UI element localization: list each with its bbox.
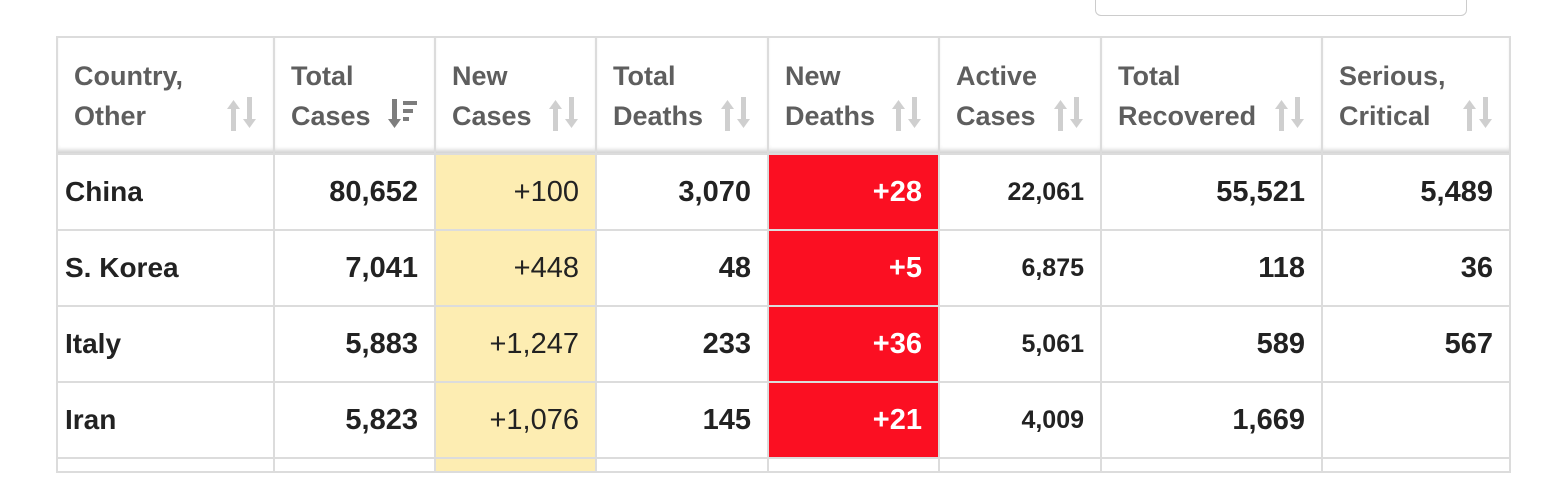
cell-serious-critical: 567 (1321, 305, 1511, 383)
header-new-deaths[interactable]: New Deaths (767, 36, 940, 155)
cell-new-cases: +1,247 (434, 305, 597, 383)
cell-empty (938, 457, 1102, 473)
header-label-line2: Deaths (613, 100, 704, 131)
cell-serious-critical: 5,489 (1321, 153, 1511, 231)
header-label-line2: Recovered (1118, 100, 1257, 131)
header-total-cases[interactable]: Total Cases (273, 36, 436, 155)
table-row: Iran 5,823 +1,076 145 +21 4,009 1,669 (56, 381, 1511, 459)
header-label-line1: Total (613, 60, 676, 91)
header-label-line1: Country, (74, 60, 183, 91)
cell-new-cases: +448 (434, 229, 597, 307)
cell-active-cases: 6,875 (938, 229, 1102, 307)
cell-total-deaths: 48 (595, 229, 769, 307)
table-row-partial (56, 457, 1511, 473)
cell-country: S. Korea (56, 229, 275, 307)
cell-new-deaths: +28 (767, 153, 940, 231)
cell-total-recovered: 589 (1100, 305, 1323, 383)
cell-empty (56, 457, 275, 473)
header-total-deaths[interactable]: Total Deaths (595, 36, 769, 155)
header-serious-critical[interactable]: Serious, Critical (1321, 36, 1511, 155)
cell-new-cases: +1,076 (434, 381, 597, 459)
cell-new-deaths: +36 (767, 305, 940, 383)
header-country[interactable]: Country, Other (56, 36, 275, 155)
header-total-recovered[interactable]: Total Recovered (1100, 36, 1323, 155)
cell-total-cases: 7,041 (273, 229, 436, 307)
header-label-line1: New (785, 60, 841, 91)
cell-total-deaths: 233 (595, 305, 769, 383)
sort-icon[interactable] (892, 97, 922, 131)
header-label-line2: Deaths (785, 100, 876, 131)
coronavirus-stats-table: Country, Other Total Cases New Cases Total D… (56, 36, 1511, 473)
header-label-line2: Cases (291, 100, 371, 131)
cell-country: Italy (56, 305, 275, 383)
sort-icon[interactable] (1054, 97, 1084, 131)
cell-empty (1321, 457, 1511, 473)
table-row: Italy 5,883 +1,247 233 +36 5,061 589 567 (56, 305, 1511, 383)
header-label-line1: Total (291, 60, 354, 91)
cell-country: Iran (56, 381, 275, 459)
cell-empty (273, 457, 436, 473)
cell-empty (595, 457, 769, 473)
cell-new-deaths: +21 (767, 381, 940, 459)
header-new-cases[interactable]: New Cases (434, 36, 597, 155)
cell-active-cases: 22,061 (938, 153, 1102, 231)
table-row: China 80,652 +100 3,070 +28 22,061 55,52… (56, 153, 1511, 231)
cell-total-deaths: 3,070 (595, 153, 769, 231)
table-row: S. Korea 7,041 +448 48 +5 6,875 118 36 (56, 229, 1511, 307)
cell-serious-critical: 36 (1321, 229, 1511, 307)
sort-icon[interactable] (549, 97, 579, 131)
sort-icon[interactable] (721, 97, 751, 131)
cell-total-cases: 5,823 (273, 381, 436, 459)
sort-descending-icon[interactable] (388, 97, 418, 131)
header-row: Country, Other Total Cases New Cases Total D… (56, 36, 1511, 155)
header-label-line1: New (452, 60, 508, 91)
cell-country: China (56, 153, 275, 231)
cell-total-recovered: 1,669 (1100, 381, 1323, 459)
header-label-line2: Critical (1339, 100, 1431, 131)
cell-total-deaths: 145 (595, 381, 769, 459)
cell-active-cases: 5,061 (938, 305, 1102, 383)
cell-total-recovered: 118 (1100, 229, 1323, 307)
header-label-line1: Active (956, 60, 1038, 91)
cell-empty (767, 457, 940, 473)
cell-serious-critical (1321, 381, 1511, 459)
search-input[interactable] (1095, 0, 1467, 16)
cell-empty (434, 457, 597, 473)
header-label-line1: Total (1118, 60, 1181, 91)
cell-active-cases: 4,009 (938, 381, 1102, 459)
header-label-line2: Cases (452, 100, 532, 131)
cell-new-cases: +100 (434, 153, 597, 231)
header-active-cases[interactable]: Active Cases (938, 36, 1102, 155)
cell-empty (1100, 457, 1323, 473)
header-label-line2: Other (74, 100, 147, 131)
cell-new-deaths: +5 (767, 229, 940, 307)
cell-total-recovered: 55,521 (1100, 153, 1323, 231)
sort-icon[interactable] (1463, 97, 1493, 131)
header-label-line1: Serious, (1339, 60, 1446, 91)
cell-total-cases: 5,883 (273, 305, 436, 383)
sort-icon[interactable] (1275, 97, 1305, 131)
cell-total-cases: 80,652 (273, 153, 436, 231)
header-label-line2: Cases (956, 100, 1036, 131)
sort-icon[interactable] (227, 97, 257, 131)
